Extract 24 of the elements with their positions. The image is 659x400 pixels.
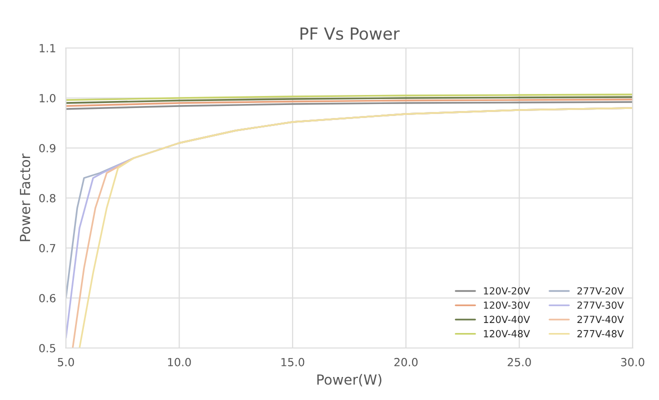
x-tick-label: 10.0 <box>168 358 191 366</box>
y-tick-label: 0.5 <box>39 344 56 352</box>
legend-label: 277V-48V <box>577 330 624 338</box>
chart-title: PF Vs Power <box>300 28 400 40</box>
y-tick-label: 0.8 <box>39 194 56 202</box>
legend-label: 120V-20V <box>484 287 530 295</box>
legend-label: 120V-48V <box>484 330 530 338</box>
y-tick-label: 1.0 <box>40 94 56 102</box>
legend-label: 277V-30V <box>577 301 624 309</box>
y-tick-label: 0.7 <box>39 244 56 252</box>
x-axis-title: Power(W) <box>317 374 382 386</box>
legend-label: 277V-20V <box>577 287 624 295</box>
y-tick-label: 0.9 <box>39 144 56 152</box>
y-axis-title: Power Factor <box>20 154 30 242</box>
x-tick-label: 30.0 <box>621 358 644 366</box>
y-tick-label: 1.1 <box>40 44 56 52</box>
x-tick-label: 5.0 <box>58 358 74 366</box>
y-tick-label: 0.6 <box>39 294 56 302</box>
legend-label: 120V-30V <box>484 301 530 309</box>
legend-label: 277V-40V <box>577 316 624 324</box>
x-tick-label: 25.0 <box>508 358 531 366</box>
x-tick-label: 20.0 <box>394 358 418 366</box>
x-tick-label: 15.0 <box>281 358 304 366</box>
legend-label: 120V-40V <box>484 316 530 324</box>
